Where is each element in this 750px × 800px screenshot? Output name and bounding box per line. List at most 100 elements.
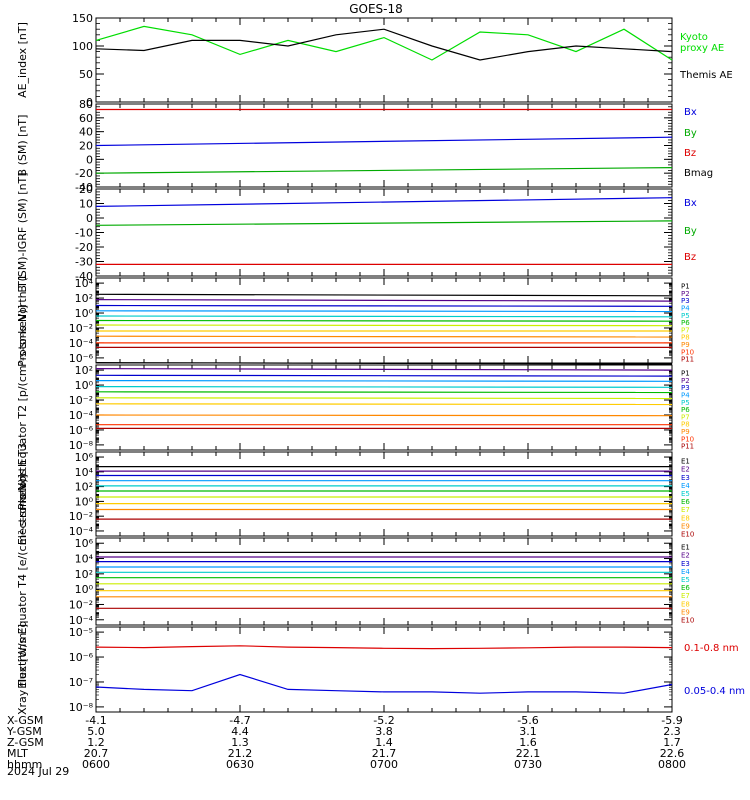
legend-entry: E7: [681, 592, 690, 600]
tick-label: 10⁻²: [69, 510, 93, 523]
legend-entry: E1: [681, 458, 690, 466]
legend-entry: E6: [681, 498, 690, 506]
legend-entry: E5: [681, 576, 690, 584]
tick-label: 10²: [75, 568, 93, 581]
tick-label: 10⁶: [75, 451, 94, 464]
time-axis-value: 22.6: [660, 747, 685, 760]
time-axis-value: 0730: [514, 758, 542, 771]
series-line-p5: [95, 386, 673, 388]
legend-entry: P7: [681, 326, 690, 334]
tick-label: -20: [75, 167, 93, 180]
legend-entry: E1: [681, 544, 690, 552]
legend-entry: By: [684, 226, 697, 237]
time-axis-value: 2.3: [663, 725, 681, 738]
series-line-0-1-0-8-nm: [95, 645, 673, 650]
time-axis-value: 4.4: [231, 725, 249, 738]
series-line-p3: [95, 304, 673, 307]
series-line-p9: [95, 414, 673, 417]
tick-label: -40: [75, 181, 93, 194]
tick-label: 10⁻⁸: [69, 701, 94, 714]
legend-entry: Bz: [684, 252, 696, 263]
tick-label: 50: [79, 68, 93, 81]
legend-entry: E9: [681, 522, 690, 530]
legend-entry: P9: [681, 428, 690, 436]
series-line-bx: [95, 197, 673, 207]
legend-entry: P4: [681, 305, 690, 313]
y-axis-label: Electrons Equator T4 [e/(cm²-s-sr-keV)]: [16, 474, 29, 689]
tick-label: 10²: [75, 481, 93, 494]
time-axis-value: 0630: [226, 758, 254, 771]
plot-title: GOES-18: [349, 2, 403, 16]
tick-label: 10⁻⁵: [69, 626, 93, 639]
panel-1: 0 50 100 150 AE_index [nT] Kyoto proxy AE Themi…: [16, 12, 733, 109]
tick-label: 10⁴: [75, 466, 94, 479]
time-axis-value: 22.1: [516, 747, 541, 760]
series-line-p2: [95, 368, 673, 371]
tick-label: 10: [79, 198, 93, 211]
tick-label: 10⁻²: [69, 394, 93, 407]
time-axis-row-label: MLT: [7, 747, 28, 760]
time-axis-row-label: hhmm: [7, 758, 42, 771]
tick-label: 10⁰: [75, 583, 94, 596]
series-line-p1: [95, 293, 673, 297]
tick-label: 80: [79, 98, 93, 111]
panel-frame: [95, 364, 673, 451]
legend-entry: P10: [681, 348, 694, 356]
series-line-p5: [95, 315, 673, 318]
y-axis-label: Protons North T1: [16, 274, 29, 367]
time-axis-value: 0800: [658, 758, 686, 771]
tick-label: 10²: [75, 364, 93, 377]
panel-frame: [95, 451, 673, 537]
series-line-kyoto-proxy-ae: [95, 25, 673, 61]
legend-entry: P6: [681, 406, 690, 414]
legend-entry: E3: [681, 474, 690, 482]
legend-entry: E8: [681, 514, 690, 522]
legend-entry: E3: [681, 560, 690, 568]
legend-entry: E4: [681, 568, 690, 576]
time-axis-value: 20.7: [84, 747, 109, 760]
legend-entry: P10: [681, 435, 694, 443]
series-line-p7: [95, 397, 673, 400]
time-axis-value: 1.2: [87, 736, 105, 749]
time-axis-value: -5.9: [661, 714, 682, 727]
tick-label: 10⁻⁴: [69, 525, 94, 538]
time-axis-value: 5.0: [87, 725, 105, 738]
tick-label: 10⁴: [75, 277, 94, 290]
y-axis-label: B (SM)-IGRF (SM) [nT]: [16, 172, 29, 292]
tick-label: 20: [79, 140, 93, 153]
legend-entry: Bz: [684, 148, 696, 159]
legend-entry: E2: [681, 466, 690, 474]
legend-entry: E10: [681, 531, 694, 539]
series-line-p2: [95, 299, 673, 302]
date-label: 2024 Jul 29: [7, 765, 69, 778]
tick-label: 10⁻⁶: [69, 352, 94, 365]
time-axis-value: 1.6: [519, 736, 537, 749]
time-axis-value: 21.2: [228, 747, 253, 760]
time-axis-value: 3.1: [519, 725, 537, 738]
legend-entry: E8: [681, 600, 690, 608]
tick-label: 10⁰: [75, 307, 94, 320]
legend-entry: E2: [681, 552, 690, 560]
legend-entry: E6: [681, 584, 690, 592]
legend-entry: P3: [681, 384, 690, 392]
series-line-p6: [95, 319, 673, 322]
series-line-p8: [95, 403, 673, 406]
panel-frame: [95, 626, 673, 713]
panel-frame: [95, 537, 673, 626]
time-axis-row-label: Y-GSM: [6, 725, 42, 738]
time-axis-value: 1.7: [663, 736, 681, 749]
time-axis-row-label: X-GSM: [7, 714, 43, 727]
tick-label: 60: [79, 112, 93, 125]
tick-label: 10⁻⁶: [69, 424, 94, 437]
legend-entry: Kyoto proxy AE: [680, 32, 724, 54]
legend-entry: P7: [681, 413, 690, 421]
series-line-p4: [95, 380, 673, 382]
time-axis-value: -5.2: [373, 714, 394, 727]
legend-entry: Themis AE: [679, 70, 733, 81]
series-line-themis-ae: [95, 28, 673, 61]
series-line-by: [95, 167, 673, 174]
series-line-p7: [95, 324, 673, 327]
